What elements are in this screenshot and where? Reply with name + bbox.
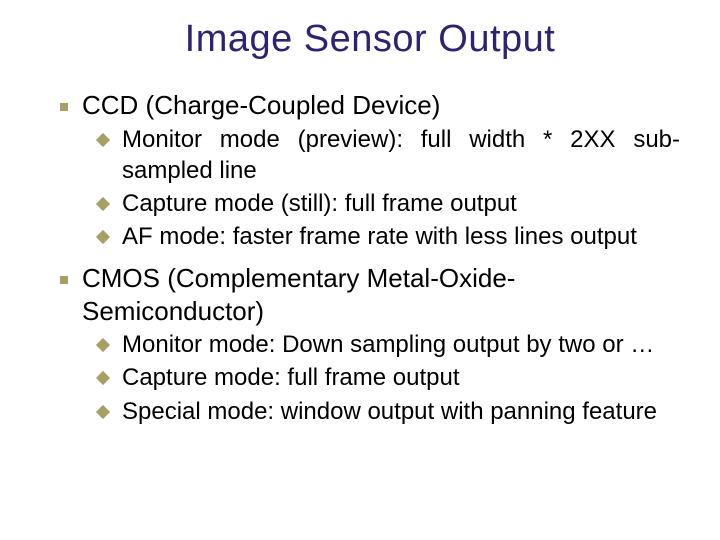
sub-item-text: Special mode: window output with panning… (122, 398, 657, 425)
list-item: AF mode: faster frame rate with less lin… (98, 221, 680, 252)
list-item: Special mode: window output with panning… (98, 396, 680, 427)
top-item-label: CCD (Charge-Coupled Device) (82, 90, 440, 120)
diamond-bullet-icon (96, 230, 110, 244)
sub-item-text: Capture mode (still): full frame output (122, 190, 517, 217)
list-item: Capture mode (still): full frame output (98, 188, 680, 219)
top-list: CCD (Charge-Coupled Device) Monitor mode… (60, 89, 680, 427)
sub-item-text: AF mode: faster frame rate with less lin… (122, 223, 637, 250)
list-item: Monitor mode (preview): full width * 2XX… (98, 124, 680, 186)
sub-list: Monitor mode (preview): full width * 2XX… (98, 124, 680, 253)
square-bullet-icon (60, 103, 68, 111)
sub-item-text: Monitor mode (preview): full width * 2XX… (122, 126, 680, 184)
list-item: Monitor mode: Down sampling output by tw… (98, 329, 680, 360)
slide: Image Sensor Output CCD (Charge-Coupled … (0, 0, 720, 540)
page-title: Image Sensor Output (60, 18, 680, 61)
list-item: Capture mode: full frame output (98, 362, 680, 393)
sub-item-text: Monitor mode: Down sampling output by tw… (122, 331, 654, 358)
sub-item-text: Capture mode: full frame output (122, 364, 460, 391)
diamond-bullet-icon (96, 405, 110, 419)
diamond-bullet-icon (96, 371, 110, 385)
square-bullet-icon (60, 276, 68, 284)
top-item-label: CMOS (Complementary Metal-Oxide-Semicond… (82, 263, 515, 326)
sub-list: Monitor mode: Down sampling output by tw… (98, 329, 680, 427)
list-item: CCD (Charge-Coupled Device) Monitor mode… (60, 89, 680, 252)
diamond-bullet-icon (96, 338, 110, 352)
diamond-bullet-icon (96, 197, 110, 211)
diamond-bullet-icon (96, 132, 110, 146)
list-item: CMOS (Complementary Metal-Oxide-Semicond… (60, 262, 680, 427)
